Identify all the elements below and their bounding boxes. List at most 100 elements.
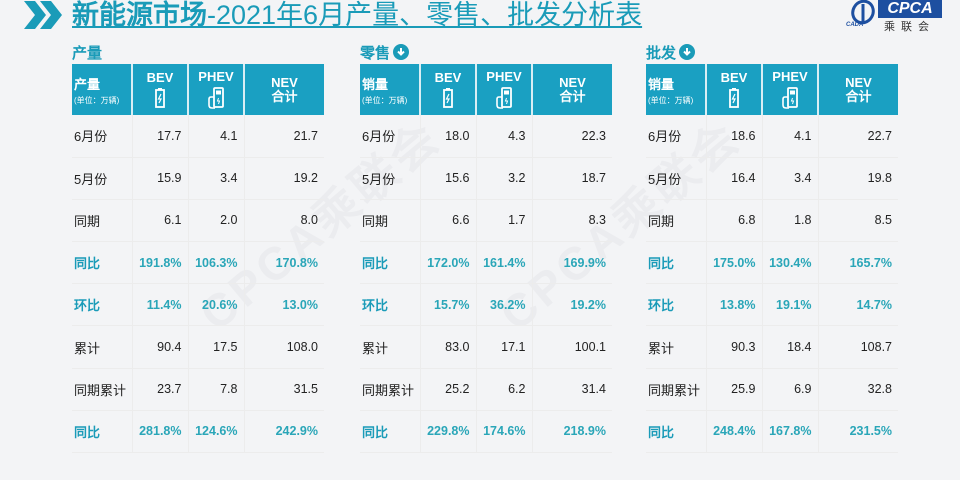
row-label: 同比 [360, 410, 421, 454]
cell-bev: 6.1 [132, 199, 189, 243]
row-label: 同期累计 [72, 368, 133, 411]
cell-bev: 90.3 [706, 325, 763, 369]
arrow-down-circle-icon[interactable] [393, 44, 410, 60]
table-row: 累计 90.4 17.5 108.0 [72, 325, 324, 369]
section-retail: 零售 销量 (单位：万辆) BEV PHEV NE [360, 40, 612, 454]
table-row: 同期 6.6 1.7 8.3 [360, 199, 612, 243]
table-row: 6月份 17.7 4.1 21.7 [72, 115, 324, 158]
row-label: 同期累计 [646, 368, 707, 411]
cell-bev: 15.6 [420, 157, 477, 200]
cell-nev: 21.7 [244, 115, 324, 158]
title-bar: 新能源市场-2021年6月产量、零售、批发分析表 [22, 0, 642, 30]
row-label: 累计 [360, 325, 421, 369]
col-nev-total-label: 合计 [845, 88, 872, 104]
row-label: 环比 [360, 283, 421, 327]
table-row: 环比 15.7% 36.2% 19.2% [360, 283, 612, 327]
cell-bev: 6.6 [420, 199, 477, 243]
cell-bev: 25.2 [420, 368, 477, 411]
data-table: 产量 (单位：万辆) BEV PHEV NEV 合计 6月份 17.7 4.1 21.… [72, 64, 324, 454]
charging-station-icon [208, 87, 224, 109]
cpca-logo: CADA CPCA 乘联会 [840, 0, 950, 33]
row-label: 同期 [72, 199, 133, 243]
cell-bev: 175.0% [706, 241, 763, 285]
row-label: 5月份 [72, 157, 133, 200]
table-row: 同期累计 25.2 6.2 31.4 [360, 368, 612, 411]
row-label: 同期 [646, 199, 707, 243]
cell-phev: 3.4 [762, 157, 819, 200]
cell-phev: 4.1 [188, 115, 245, 158]
cell-phev: 106.3% [188, 241, 245, 285]
cell-bev: 90.4 [132, 325, 189, 369]
cell-phev: 18.4 [762, 325, 819, 369]
header-label: 销量 [362, 76, 389, 92]
cell-nev: 19.2 [244, 157, 324, 200]
table-row: 6月份 18.0 4.3 22.3 [360, 115, 612, 158]
cell-nev: 8.0 [244, 199, 324, 243]
col-phev-label: PHEV [486, 69, 522, 84]
col-bev-label: BEV [434, 70, 462, 85]
row-label: 累计 [646, 325, 707, 369]
cell-bev: 13.8% [706, 283, 763, 327]
row-label: 6月份 [72, 115, 133, 158]
cell-phev: 6.2 [476, 368, 533, 411]
cell-nev: 22.3 [532, 115, 612, 158]
table-row: 同比 248.4% 167.8% 231.5% [646, 410, 898, 454]
cell-nev: 19.2% [532, 283, 612, 327]
table-row: 同比 229.8% 174.6% 218.9% [360, 410, 612, 454]
col-nev-label: NEV [845, 74, 872, 90]
table-row: 环比 13.8% 19.1% 14.7% [646, 283, 898, 327]
cell-nev: 14.7% [818, 283, 898, 327]
cell-phev: 161.4% [476, 241, 533, 285]
header-label: 产量 [74, 76, 101, 92]
cell-nev: 32.8 [818, 368, 898, 411]
cell-nev: 108.0 [244, 325, 324, 369]
table-row: 同期 6.1 2.0 8.0 [72, 199, 324, 243]
table-row: 环比 11.4% 20.6% 13.0% [72, 283, 324, 327]
cell-nev: 13.0% [244, 283, 324, 327]
battery-icon [729, 88, 739, 108]
page-title: 新能源市场-2021年6月产量、零售、批发分析表 [72, 0, 643, 30]
col-phev-label: PHEV [198, 69, 234, 84]
row-label: 6月份 [360, 115, 421, 158]
col-header-bev: BEV [420, 64, 477, 115]
cell-bev: 18.0 [420, 115, 477, 158]
row-label: 同比 [646, 241, 707, 285]
cell-bev: 17.7 [132, 115, 189, 158]
cell-phev: 130.4% [762, 241, 819, 285]
table-row: 5月份 16.4 3.4 19.8 [646, 157, 898, 200]
table-row: 6月份 18.6 4.1 22.7 [646, 115, 898, 158]
cell-phev: 3.2 [476, 157, 533, 200]
col-phev-label: PHEV [772, 69, 808, 84]
table-row: 累计 90.3 18.4 108.7 [646, 325, 898, 369]
cell-phev: 167.8% [762, 410, 819, 454]
cell-nev: 218.9% [532, 410, 612, 454]
cell-phev: 7.8 [188, 368, 245, 411]
cell-nev: 31.5 [244, 368, 324, 411]
cell-bev: 16.4 [706, 157, 763, 200]
col-nev-total-label: 合计 [559, 88, 586, 104]
cell-bev: 229.8% [420, 410, 477, 454]
cell-nev: 108.7 [818, 325, 898, 369]
section-title-text: 产量 [72, 44, 103, 62]
cell-bev: 11.4% [132, 283, 189, 327]
cell-phev: 4.3 [476, 115, 533, 158]
table-header-row: 产量 (单位：万辆) BEV PHEV NEV 合计 [72, 64, 324, 115]
double-chevron-icon [24, 1, 62, 29]
table-row: 同比 191.8% 106.3% 170.8% [72, 241, 324, 285]
table-row: 同比 281.8% 124.6% 242.9% [72, 410, 324, 454]
table-row: 同比 172.0% 161.4% 169.9% [360, 241, 612, 285]
unit-label: (单位：万辆) [74, 95, 120, 105]
cell-phev: 19.1% [762, 283, 819, 327]
section-title-text: 零售 [360, 44, 391, 62]
data-table: 销量 (单位：万辆) BEV PHEV NEV 合计 6月份 18.0 4.3 22.… [360, 64, 612, 454]
cell-bev: 15.7% [420, 283, 477, 327]
table-header-row: 销量 (单位：万辆) BEV PHEV NEV 合计 [646, 64, 898, 115]
arrow-down-circle-icon[interactable] [679, 44, 696, 60]
row-label: 同比 [646, 410, 707, 454]
cell-phev: 6.9 [762, 368, 819, 411]
cell-nev: 170.8% [244, 241, 324, 285]
section-title: 零售 [360, 40, 612, 64]
unit-label: (单位：万辆) [648, 95, 694, 105]
col-header-nev: NEV 合计 [244, 64, 324, 115]
charging-station-icon [496, 87, 512, 109]
